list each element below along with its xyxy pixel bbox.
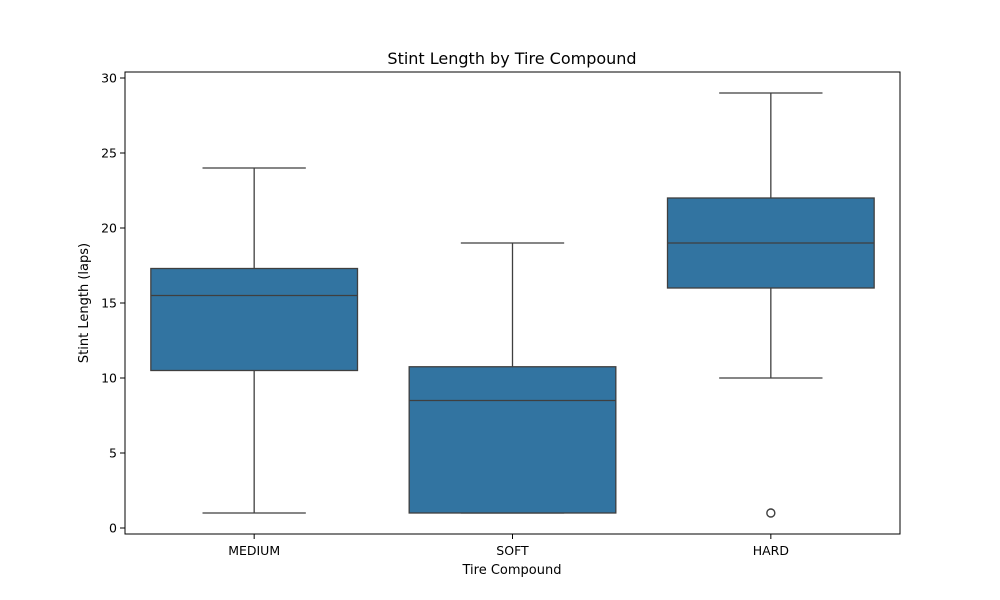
plot-area [150, 92, 875, 518]
outlier-point-hard [766, 508, 776, 518]
y-tick-label-20: 20 [101, 221, 117, 236]
chart-title: Stint Length by Tire Compound [387, 49, 636, 68]
x-tick-label-soft: SOFT [496, 543, 529, 558]
y-tick-label-10: 10 [101, 371, 117, 386]
x-axis-label: Tire Compound [462, 563, 562, 578]
y-tick-label-15: 15 [101, 296, 117, 311]
x-tick-label-medium: MEDIUM [228, 543, 280, 558]
y-tick-label-30: 30 [101, 71, 117, 86]
box-group-hard [666, 92, 875, 518]
box-medium [150, 267, 359, 372]
box-group-soft [408, 242, 617, 514]
axes: MEDIUM SOFT HARD 0 5 10 15 20 25 30 [101, 71, 789, 559]
x-tick-label-hard: HARD [753, 543, 789, 558]
y-axis-label: Stint Length (laps) [77, 243, 92, 363]
y-tick-label-25: 25 [101, 146, 117, 161]
box-soft [408, 366, 617, 514]
box-group-medium [150, 167, 359, 514]
y-tick-label-5: 5 [109, 446, 117, 461]
y-tick-label-0: 0 [109, 521, 117, 536]
